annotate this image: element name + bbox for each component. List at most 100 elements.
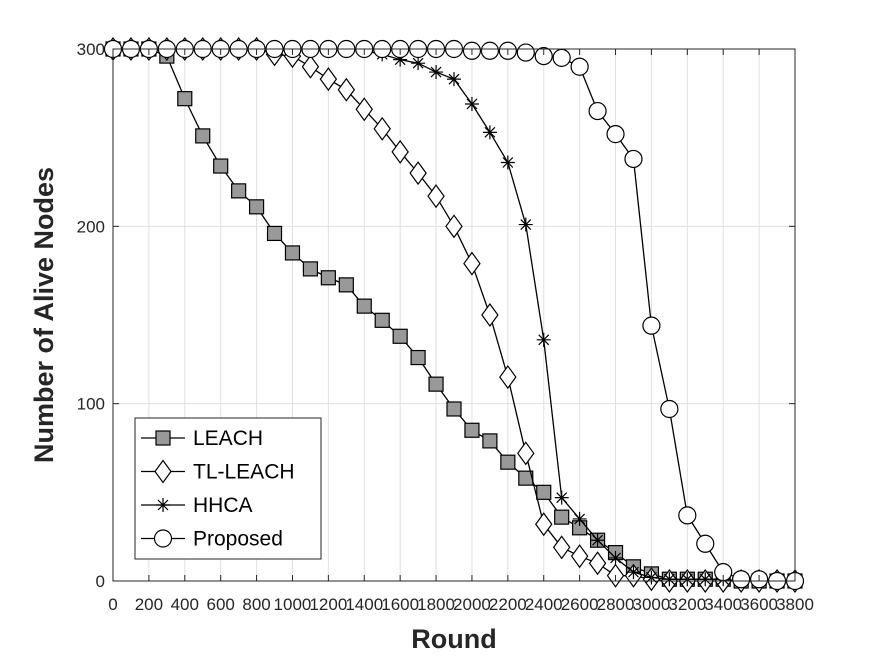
x-tick-label: 400 xyxy=(171,595,199,614)
x-tick-label: 2800 xyxy=(597,595,635,614)
point-hhca xyxy=(554,490,569,505)
y-tick-label: 300 xyxy=(77,40,105,59)
y-tick-label: 100 xyxy=(77,395,105,414)
x-tick-label: 3200 xyxy=(668,595,706,614)
point-proposed xyxy=(606,125,625,144)
point-proposed xyxy=(678,506,697,525)
point-tl-leach xyxy=(355,97,374,122)
point-hhca xyxy=(662,572,677,587)
point-hhca xyxy=(626,565,641,580)
point-tl-leach xyxy=(337,77,356,102)
point-leach xyxy=(302,261,319,277)
point-tl-leach xyxy=(445,214,463,239)
series-proposed xyxy=(103,39,805,591)
point-leach xyxy=(356,298,372,314)
legend-label-leach: LEACH xyxy=(193,427,263,450)
point-leach xyxy=(177,91,193,107)
legend-label-hhca: HHCA xyxy=(193,494,253,517)
legend-item-leach: LEACH xyxy=(141,427,263,450)
point-leach xyxy=(410,349,426,366)
point-proposed xyxy=(732,570,751,589)
point-tl-leach xyxy=(570,544,589,569)
plot-frame xyxy=(112,48,796,582)
point-hhca xyxy=(429,65,444,80)
legend-marker-tl-leach xyxy=(154,459,172,484)
point-proposed xyxy=(534,46,553,66)
x-axis-title: Round xyxy=(411,624,496,654)
point-proposed xyxy=(552,48,571,67)
point-proposed xyxy=(660,399,679,419)
point-proposed xyxy=(624,149,643,169)
legend-label-tl-leach: TL-LEACH xyxy=(193,461,295,484)
point-leach xyxy=(464,422,480,438)
point-hhca xyxy=(447,72,461,87)
point-hhca xyxy=(393,52,408,67)
point-leach xyxy=(482,433,498,449)
point-proposed xyxy=(588,101,607,121)
legend: LEACH TL-LEACH HHCA Proposed xyxy=(134,417,322,560)
point-leach xyxy=(320,270,336,286)
point-hhca xyxy=(500,155,515,170)
x-tick-label: 3800 xyxy=(776,595,814,614)
x-tick-label: 3400 xyxy=(704,595,742,614)
point-leach xyxy=(213,158,229,174)
point-tl-leach xyxy=(463,251,481,276)
point-tl-leach xyxy=(588,551,607,576)
x-tick-label: 3000 xyxy=(633,595,671,614)
x-tick-label: 2400 xyxy=(525,595,563,614)
y-tick-label: 0 xyxy=(96,572,105,591)
ticks: 0 200 400 600 800 100012001400160018002000220… xyxy=(77,40,814,614)
x-tick-label: 1600 xyxy=(381,595,419,614)
y-tick-label: 200 xyxy=(77,217,105,236)
point-leach xyxy=(392,328,408,344)
point-hhca xyxy=(411,56,426,71)
y-axis-title: Number of Alive Nodes xyxy=(29,167,59,463)
point-tl-leach xyxy=(319,67,338,92)
legend-item-tl-leach: TL-LEACH xyxy=(141,459,295,484)
point-hhca xyxy=(464,96,479,111)
point-tl-leach xyxy=(301,54,320,79)
x-tick-label: 2200 xyxy=(489,595,527,614)
x-tick-label: 1200 xyxy=(309,595,347,614)
point-leach xyxy=(266,225,283,242)
point-tl-leach xyxy=(373,116,391,141)
x-tick-label: 1000 xyxy=(274,595,312,614)
x-tick-label: 0 xyxy=(108,595,117,614)
point-leach xyxy=(536,484,552,500)
x-tick-label: 2600 xyxy=(561,595,599,614)
point-tl-leach xyxy=(534,512,553,537)
point-hhca xyxy=(518,217,533,232)
point-proposed xyxy=(642,316,661,335)
x-tick-label: 200 xyxy=(135,595,163,614)
point-leach xyxy=(374,312,390,328)
point-leach xyxy=(248,199,265,215)
point-proposed xyxy=(570,57,589,76)
point-leach xyxy=(284,245,301,261)
point-leach xyxy=(338,277,354,293)
point-leach xyxy=(195,128,211,144)
x-tick-label: 2000 xyxy=(453,595,491,614)
point-tl-leach xyxy=(427,184,445,209)
point-leach xyxy=(231,183,247,199)
legend-marker-proposed xyxy=(153,529,173,548)
point-tl-leach xyxy=(499,365,517,390)
point-leach xyxy=(428,376,444,392)
point-proposed xyxy=(696,534,715,553)
point-tl-leach xyxy=(517,441,535,466)
point-hhca xyxy=(608,550,623,565)
point-tl-leach xyxy=(409,161,427,186)
legend-item-proposed: Proposed xyxy=(141,528,283,551)
point-hhca xyxy=(698,572,713,587)
legend-marker-hhca xyxy=(156,498,170,512)
point-tl-leach xyxy=(391,139,409,164)
legend-label-proposed: Proposed xyxy=(193,528,283,551)
point-leach xyxy=(518,470,534,486)
x-tick-label: 1400 xyxy=(345,595,383,614)
point-hhca xyxy=(536,332,551,347)
legend-item-hhca: HHCA xyxy=(141,494,253,517)
point-hhca xyxy=(572,511,587,526)
point-tl-leach xyxy=(552,535,571,560)
x-tick-label: 1800 xyxy=(417,595,455,614)
point-tl-leach xyxy=(481,302,499,328)
